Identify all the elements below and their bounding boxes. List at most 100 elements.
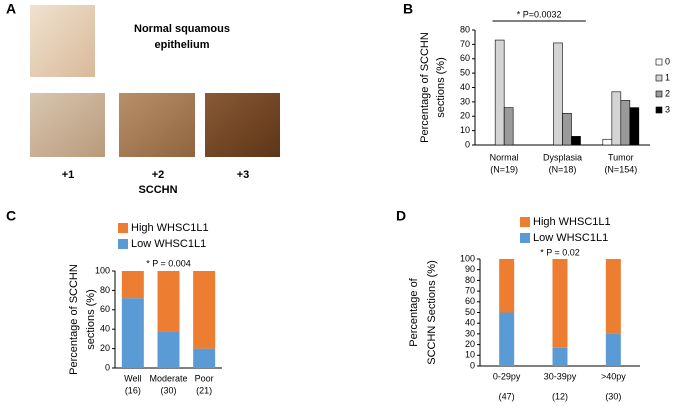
y-tick-label: 20 <box>465 339 475 349</box>
legend-label: High WHSC1L1 <box>533 216 611 228</box>
legend-label: Low WHSC1L1 <box>131 238 206 250</box>
legend-swatch <box>520 217 530 227</box>
y-axis-label: Percentage of SCCHN <box>68 264 80 375</box>
bar <box>629 107 640 146</box>
legend-swatch <box>118 223 128 233</box>
x-tick-label: 30-39py <box>544 371 577 381</box>
y-tick-label: 60 <box>100 304 110 314</box>
y-axis-label: Percentage of SCCHN <box>419 32 431 143</box>
y-tick-label: 40 <box>460 82 470 92</box>
x-count-label: (16) <box>125 385 141 395</box>
bar-segment <box>121 271 144 299</box>
x-count-label: (30) <box>605 391 621 401</box>
legend-swatch <box>520 233 530 243</box>
panel-letter: A <box>6 1 16 17</box>
bar-segment <box>157 331 180 368</box>
y-tick-label: 10 <box>460 125 470 135</box>
y-axis-label: Percentage of <box>408 277 420 346</box>
panel-letter: C <box>6 208 16 224</box>
legend-label: 3 <box>665 104 670 114</box>
y-tick-label: 70 <box>460 39 470 49</box>
y-tick-label: 80 <box>100 285 110 295</box>
bar <box>602 138 613 146</box>
group-label: SCCHN <box>138 184 177 196</box>
bar <box>620 100 631 146</box>
y-tick-label: 80 <box>460 24 470 34</box>
bar-segment <box>552 259 568 348</box>
x-count-label: (N=154) <box>604 164 637 174</box>
caption: Normal squamous <box>134 23 230 35</box>
legend-swatch <box>118 239 128 249</box>
annotation: * P = 0.004 <box>146 258 191 268</box>
y-tick-label: 0 <box>470 360 475 370</box>
bar-segment <box>605 259 621 334</box>
bar-segment <box>499 259 515 313</box>
grade-label: +2 <box>152 169 165 181</box>
legend-swatch <box>655 90 663 98</box>
x-count-label: (21) <box>196 385 212 395</box>
histology-image <box>30 93 105 157</box>
bar <box>553 42 563 146</box>
y-tick-label: 30 <box>465 328 475 338</box>
legend-label: Low WHSC1L1 <box>533 232 608 244</box>
caption: epithelium <box>154 39 209 51</box>
x-count-label: (47) <box>499 391 515 401</box>
panel-letter: B <box>403 1 413 17</box>
legend-swatch <box>655 74 663 82</box>
x-tick-label: Dysplasia <box>543 152 582 162</box>
bar <box>494 39 505 146</box>
y-tick-label: 10 <box>465 350 475 360</box>
x-tick-label: Normal <box>490 152 519 162</box>
bar-segment <box>157 271 180 332</box>
y-tick-label: 40 <box>100 324 110 334</box>
x-tick-label: >40py <box>601 371 626 381</box>
annotation: * P=0.0032 <box>517 9 562 19</box>
histology-image <box>30 5 95 77</box>
legend-label: 0 <box>665 56 670 66</box>
bar-segment <box>193 348 216 368</box>
x-tick-label: 0-29py <box>493 371 521 381</box>
grade-label: +1 <box>62 169 75 181</box>
legend-label: 1 <box>665 72 670 82</box>
grade-label: +3 <box>237 169 250 181</box>
histology-image <box>119 93 195 157</box>
y-tick-label: 20 <box>100 343 110 353</box>
x-tick-label: Poor <box>195 373 214 383</box>
histology-image <box>205 93 280 157</box>
y-tick-label: 100 <box>460 253 475 263</box>
bar <box>562 113 572 146</box>
legend-label: High WHSC1L1 <box>131 222 209 234</box>
y-tick-label: 0 <box>105 362 110 372</box>
y-tick-label: 50 <box>460 68 470 78</box>
x-tick-label: Well <box>124 373 141 383</box>
y-axis-label: sections (%) <box>85 289 97 350</box>
legend-swatch <box>655 58 663 66</box>
bar <box>571 136 581 146</box>
bar-segment <box>193 271 216 349</box>
y-tick-label: 60 <box>465 296 475 306</box>
y-tick-label: 80 <box>465 275 475 285</box>
bar <box>611 91 622 146</box>
y-tick-label: 60 <box>460 53 470 63</box>
y-tick-label: 0 <box>465 139 470 149</box>
legend-label: 2 <box>665 88 670 98</box>
bar-segment <box>121 298 144 368</box>
bar <box>503 107 514 146</box>
y-tick-label: 50 <box>465 307 475 317</box>
bar-segment <box>552 347 568 366</box>
panel-letter: D <box>396 208 406 224</box>
x-count-label: (12) <box>552 391 568 401</box>
y-tick-label: 30 <box>460 96 470 106</box>
bar-segment <box>499 312 515 366</box>
x-count-label: (N=19) <box>490 164 518 174</box>
y-tick-label: 90 <box>465 264 475 274</box>
annotation: * P = 0.02 <box>540 247 580 257</box>
x-count-label: (N=18) <box>549 164 577 174</box>
bar-segment <box>605 333 621 366</box>
y-tick-label: 100 <box>95 265 110 275</box>
y-tick-label: 40 <box>465 318 475 328</box>
legend-swatch <box>655 106 663 114</box>
y-tick-label: 20 <box>460 111 470 121</box>
y-axis-label: sections (%) <box>435 57 447 118</box>
x-count-label: (30) <box>160 385 176 395</box>
